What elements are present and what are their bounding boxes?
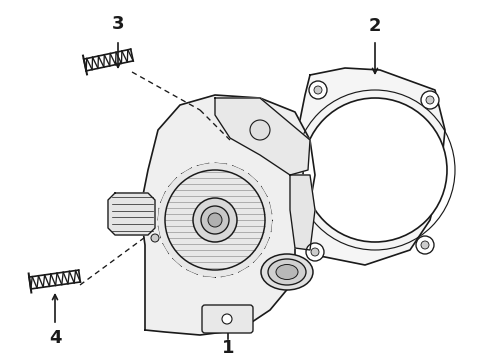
Ellipse shape <box>268 259 306 285</box>
Polygon shape <box>290 175 315 250</box>
FancyBboxPatch shape <box>202 305 253 333</box>
Circle shape <box>303 98 447 242</box>
Polygon shape <box>293 68 445 265</box>
Polygon shape <box>215 98 310 175</box>
Text: 3: 3 <box>112 15 124 33</box>
Circle shape <box>416 236 434 254</box>
Text: 1: 1 <box>222 339 234 357</box>
Circle shape <box>309 81 327 99</box>
Ellipse shape <box>276 265 298 279</box>
Text: 4: 4 <box>49 329 61 347</box>
Circle shape <box>306 243 324 261</box>
Circle shape <box>208 213 222 227</box>
Circle shape <box>314 86 322 94</box>
Ellipse shape <box>261 254 313 290</box>
Circle shape <box>158 163 272 277</box>
Polygon shape <box>140 95 315 335</box>
Circle shape <box>421 91 439 109</box>
Circle shape <box>250 120 270 140</box>
Circle shape <box>151 234 159 242</box>
Circle shape <box>421 241 429 249</box>
Circle shape <box>426 96 434 104</box>
Circle shape <box>222 314 232 324</box>
Circle shape <box>311 248 319 256</box>
Text: 2: 2 <box>369 17 381 35</box>
Circle shape <box>193 198 237 242</box>
Circle shape <box>201 206 229 234</box>
Polygon shape <box>108 193 155 235</box>
